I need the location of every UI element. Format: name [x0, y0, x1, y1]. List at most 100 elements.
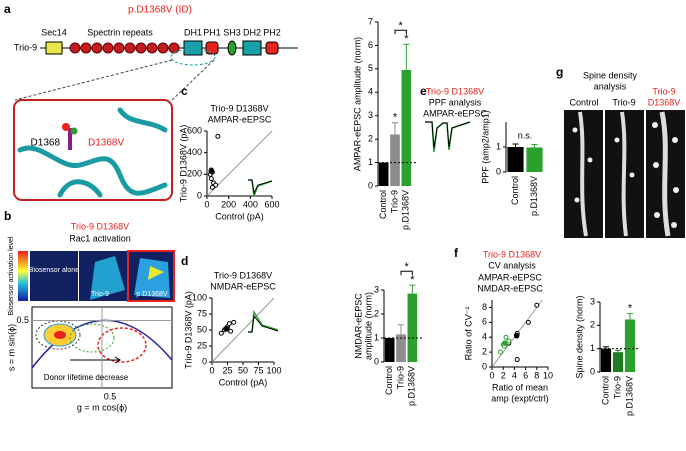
- panel-title: analysis: [594, 81, 627, 91]
- y-tick-label: 7: [368, 16, 373, 26]
- image-label: p.D1368V: [136, 291, 167, 298]
- chart-title: Trio-9 D1368V: [214, 270, 272, 280]
- y-tick-label: 4: [368, 87, 373, 97]
- significance-bracket: [400, 270, 413, 276]
- image-label: Trio-9: [91, 291, 109, 298]
- y-tick-label: 3: [374, 284, 379, 294]
- y-tick-label: 600: [187, 125, 202, 135]
- cell-image: [30, 251, 78, 301]
- x-tick-label: 200: [221, 199, 236, 209]
- x-tick-label: 0.5: [104, 391, 117, 401]
- y-tick-label: 1: [590, 343, 595, 353]
- panel-subtitle: PPF analysis: [429, 97, 482, 107]
- x-tick-label: 50: [238, 365, 248, 375]
- panel-label: e: [420, 84, 427, 98]
- y-tick-label: 50: [197, 324, 207, 334]
- significance: *: [410, 274, 415, 286]
- x-tick-label: 0: [489, 370, 494, 380]
- x-tick-label: 4: [512, 370, 517, 380]
- panel-label: d: [181, 254, 188, 268]
- x-tick-label: 100: [266, 365, 281, 375]
- y-tick-label: 2: [368, 134, 373, 144]
- y-tick-label: 1: [368, 157, 373, 167]
- y-tick-label: 0: [482, 361, 487, 371]
- x-axis-label: amp (expt/ctrl): [491, 393, 549, 403]
- x-tick-label: 25: [222, 365, 232, 375]
- image-label: Trio-9: [652, 86, 675, 96]
- x-tick-label: 2: [501, 370, 506, 380]
- data-point: [514, 357, 520, 363]
- y-axis-label: AMPAR-eEPSC amplitude (norm): [352, 37, 362, 171]
- bar: [401, 70, 412, 186]
- domain-label: DH2: [243, 27, 261, 37]
- panel-title: p.D1368V (ID): [128, 5, 192, 16]
- bar: [612, 352, 624, 372]
- category-label: Control: [384, 366, 394, 395]
- protein-label: Trio-9: [14, 42, 37, 52]
- y-tick-label: 5: [368, 63, 373, 73]
- y-tick-label: 200: [187, 169, 202, 179]
- category-label: Trio-9: [395, 366, 405, 389]
- data-point: [208, 176, 214, 182]
- x-tick-label: 0: [204, 199, 209, 209]
- y-axis-label: Ratio of CV⁻²: [463, 307, 473, 361]
- y-tick-label: 2: [482, 346, 487, 356]
- data-point: [534, 302, 540, 308]
- zoom-line: [171, 59, 215, 101]
- bar: [396, 334, 406, 362]
- cluster-outline: [97, 327, 147, 363]
- bar: [384, 338, 395, 362]
- category-label: Trio-9: [612, 376, 622, 399]
- y-tick-label: 1: [496, 141, 501, 151]
- cluster-core: [54, 331, 66, 339]
- category-label: p.D1368V: [624, 376, 634, 416]
- data-point: [213, 182, 219, 188]
- residue-sticks: [62, 123, 78, 150]
- significance: *: [628, 303, 633, 315]
- trace: [248, 314, 279, 333]
- domain-label: Sec14: [41, 27, 67, 37]
- data-point: [218, 330, 224, 336]
- y-tick-label: 100: [192, 292, 207, 302]
- y-tick-label: 1: [374, 332, 379, 342]
- domain-label: PH2: [263, 27, 281, 37]
- mean-point: [502, 340, 508, 346]
- panel-subtitle: CV analysis: [488, 260, 536, 270]
- annotation: Donor lifetime decrease: [44, 373, 129, 382]
- chart-subtitle: NMDAR-eEPSC: [210, 281, 276, 291]
- panel-label: f: [454, 246, 459, 260]
- panel-label: g: [556, 65, 563, 79]
- sh3-domain: [227, 40, 237, 56]
- bar: [390, 134, 400, 186]
- panel-label: a: [4, 2, 11, 16]
- x-axis-label: g = m cos(ϕ): [77, 402, 127, 412]
- image-label: Biosensor alone: [29, 267, 79, 274]
- y-tick-label: 6: [482, 317, 487, 327]
- chart-subtitle: AMPAR-eEPSC: [208, 114, 272, 124]
- y-tick-label: 2: [374, 308, 379, 318]
- colorbar-label: Biosensor activation level: [8, 236, 15, 315]
- cell-hotspot: [148, 266, 164, 280]
- panel-label: b: [4, 209, 11, 223]
- data-point: [497, 349, 503, 355]
- y-axis-label: s = m sin(ϕ): [6, 324, 16, 371]
- y-tick-label: 4: [482, 332, 487, 342]
- significance-bracket: [394, 29, 407, 35]
- category-label: Trio-9: [389, 190, 399, 213]
- y-tick-label: 0: [368, 180, 373, 190]
- y-tick-label: 0.5: [16, 315, 29, 325]
- panel-title: Trio-9 D1368V: [483, 249, 541, 259]
- arrow: [70, 356, 121, 364]
- dh1-domain: [183, 40, 203, 56]
- y-axis-label: NMDAR-eEPSC: [353, 293, 363, 359]
- bar: [378, 162, 389, 186]
- y-tick-label: 6: [368, 40, 373, 50]
- x-tick-label: 10: [543, 370, 553, 380]
- y-tick-label: 0: [496, 166, 501, 176]
- y-tick-label: 0: [202, 356, 207, 366]
- mean-point: [208, 168, 215, 174]
- structure-ribbon: [17, 107, 168, 198]
- y-axis-label: PPF (amp2/amp1): [480, 110, 490, 184]
- panel-label: c: [181, 84, 188, 98]
- x-axis-label: Ratio of mean: [492, 382, 548, 392]
